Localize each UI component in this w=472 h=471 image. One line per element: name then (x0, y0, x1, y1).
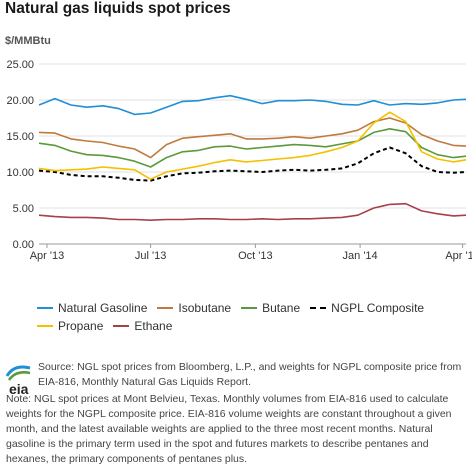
y-tick-label: 20.00 (6, 95, 34, 107)
source-note: Source: NGL spot prices from Bloomberg, … (38, 361, 462, 388)
x-tick-label: Jan '14 (343, 250, 378, 262)
legend-item: Natural Gasoline (37, 301, 147, 315)
series-line-butane (38, 128, 467, 168)
series-line-ethane (38, 202, 467, 221)
y-tick-label: 0.00 (13, 239, 34, 251)
x-tick-label: Jul '13 (135, 250, 166, 262)
y-tick-label: 10.00 (6, 167, 34, 179)
legend-swatch (37, 307, 53, 309)
y-tick-label: 15.00 (6, 131, 34, 143)
y-tick-label: 5.00 (13, 203, 34, 215)
legend-item: Ethane (113, 319, 172, 333)
legend-swatch (157, 307, 174, 309)
legend-item: Propane (37, 319, 103, 333)
chart-title: Natural gas liquids spot prices (5, 0, 231, 17)
legend-swatch (241, 307, 258, 309)
series-line-ngpl-composite (38, 146, 467, 182)
legend-row-1: Natural Gasoline Isobutane Butane NGPL Comp… (37, 299, 467, 317)
logo-text: eia (9, 381, 29, 396)
y-axis-unit-label: $/MMBtu (5, 35, 51, 47)
x-tick-label: Apr '13 (30, 250, 65, 262)
x-tick-label: Apr '14 (445, 250, 472, 262)
legend-label: Butane (262, 301, 301, 315)
legend-label: Natural Gasoline (58, 301, 148, 315)
series-line-isobutane (38, 117, 467, 159)
legend-label: Ethane (134, 319, 173, 333)
methodology-note: Note: NGL spot prices at Mont Belvieu, T… (6, 393, 452, 465)
legend-label: Propane (58, 319, 104, 333)
legend-item: Butane (241, 301, 300, 315)
x-tick-label: Oct '13 (238, 250, 273, 262)
y-tick-label: 25.00 (6, 59, 34, 71)
legend-label: NGPL Composite (331, 301, 425, 315)
line-chart: 0.00 5.00 10.00 15.00 20.00 25.00 Apr '13 Jul '… (6, 59, 472, 262)
series-line-natural-gasoline (38, 94, 467, 116)
legend-item: Isobutane (157, 301, 231, 315)
legend-item: NGPL Composite (310, 301, 424, 315)
eia-logo-icon: eia (5, 365, 31, 396)
legend-label: Isobutane (178, 301, 232, 315)
legend-swatch (310, 307, 327, 309)
legend-row-2: Propane Ethane (37, 317, 467, 335)
series-line-propane (38, 111, 467, 180)
chart-legend: Natural Gasoline Isobutane Butane NGPL Comp… (37, 299, 467, 335)
legend-swatch (113, 325, 130, 327)
legend-swatch (37, 325, 53, 327)
